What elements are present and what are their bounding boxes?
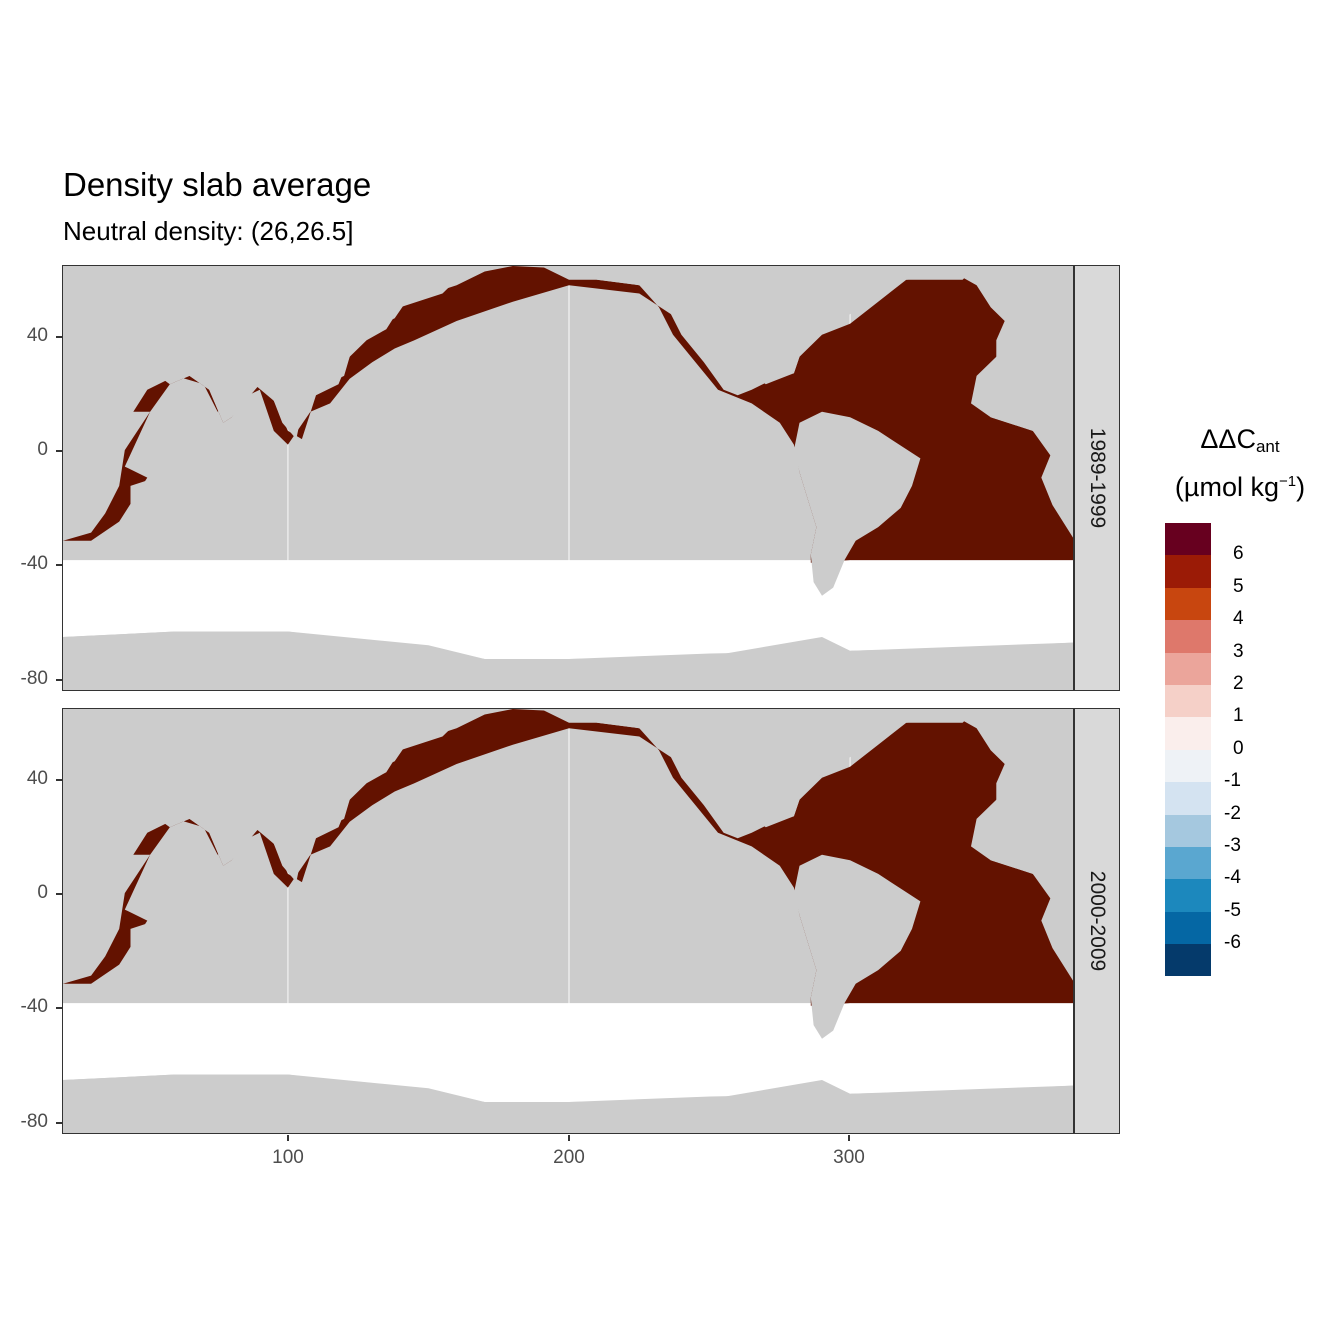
x-tick-label: 300 — [833, 1147, 865, 1168]
legend-swatch — [1165, 749, 1211, 783]
y-tick-label: -40 — [20, 553, 48, 574]
y-tick-mark — [56, 1122, 62, 1124]
facet-strip-1: 1989-1999 — [1074, 265, 1120, 691]
legend-title-sub: ant — [1255, 437, 1280, 456]
australia-land — [327, 474, 437, 552]
legend-swatch — [1165, 717, 1211, 750]
x-tick-mark — [568, 1135, 570, 1141]
y-tick-label: 40 — [26, 768, 48, 789]
y-tick-label: -80 — [20, 1111, 48, 1132]
africa-land-west — [63, 777, 151, 984]
legend-swatch — [1165, 652, 1211, 685]
y-tick-mark — [56, 1007, 62, 1009]
legend-colorbar — [1165, 523, 1211, 977]
north-america-land — [540, 266, 879, 396]
map-2 — [63, 709, 1073, 1133]
legend-swatch — [1165, 846, 1211, 880]
legend-label: 1 — [1233, 705, 1244, 727]
legend-swatch — [1165, 944, 1211, 977]
legend-label: -3 — [1224, 835, 1241, 856]
y-tick-mark — [56, 779, 62, 781]
legend-swatch — [1165, 782, 1211, 815]
south-america-land — [793, 854, 921, 1039]
eurasia-land — [63, 709, 457, 883]
y-tick-label: 40 — [26, 325, 48, 346]
map-panel-2 — [62, 708, 1074, 1134]
legend-label: -2 — [1224, 802, 1241, 824]
chart-title: Density slab average — [63, 166, 372, 203]
legend-label: 5 — [1233, 575, 1244, 597]
facet-label-2: 2000-2009 — [1086, 870, 1109, 972]
legend-label: 0 — [1233, 737, 1244, 759]
legend-swatch — [1165, 814, 1211, 847]
legend-unit: (µmol kg−1) — [1160, 472, 1320, 503]
x-tick-label: 100 — [272, 1147, 304, 1168]
north-america-land — [540, 709, 879, 839]
x-tick-mark — [287, 1135, 289, 1141]
y-tick-label: -40 — [20, 996, 48, 1017]
greenland-land — [850, 266, 977, 280]
legend-unit-main: (µmol kg — [1174, 472, 1279, 502]
legend-unit-sup: −1 — [1278, 473, 1297, 490]
facet-label-1: 1989-1999 — [1086, 427, 1109, 529]
eurasia-land — [63, 266, 457, 440]
facet-strip-2: 2000-2009 — [1074, 708, 1120, 1134]
y-tick-label: 0 — [37, 439, 48, 460]
legend-label: 3 — [1233, 640, 1244, 662]
legend-swatch — [1165, 911, 1211, 945]
legend-label: -5 — [1224, 899, 1241, 921]
y-tick-mark — [56, 336, 62, 338]
map-1 — [63, 266, 1073, 690]
madagascar-land — [130, 923, 148, 957]
chart-subtitle: Neutral density: (26,26.5] — [63, 216, 354, 246]
legend-swatch — [1165, 587, 1211, 621]
map-panel-1 — [62, 265, 1074, 691]
africa-land-east — [971, 335, 1073, 538]
legend-swatch — [1165, 879, 1211, 912]
y-tick-label: -80 — [20, 668, 48, 689]
y-tick-mark — [56, 679, 62, 681]
legend-label: 6 — [1233, 543, 1244, 565]
y-tick-mark — [56, 564, 62, 566]
legend-title-main: ΔΔC — [1200, 424, 1256, 454]
greenland-land — [850, 709, 977, 723]
legend-swatch — [1165, 523, 1211, 556]
legend-unit-close: ) — [1296, 472, 1306, 502]
africa-land-west — [63, 334, 151, 541]
antarctica-land — [63, 1074, 1073, 1133]
y-tick-label: 0 — [37, 882, 48, 903]
legend-label: -4 — [1224, 867, 1241, 889]
legend-swatch — [1165, 620, 1211, 653]
africa-land-east — [971, 778, 1073, 981]
legend-title: ΔΔCant — [1160, 424, 1320, 457]
madagascar-land — [130, 480, 148, 514]
y-tick-mark — [56, 893, 62, 895]
legend-label: -6 — [1224, 932, 1241, 954]
south-america-land — [793, 411, 921, 596]
antarctica-land — [63, 631, 1073, 690]
legend-label: 2 — [1233, 673, 1244, 694]
legend-swatch — [1165, 684, 1211, 718]
australia-land — [327, 917, 437, 995]
x-tick-label: 200 — [553, 1147, 585, 1168]
legend-swatch — [1165, 555, 1211, 588]
legend-label: 4 — [1233, 608, 1244, 630]
x-tick-mark — [848, 1135, 850, 1141]
y-tick-mark — [56, 450, 62, 452]
legend-label: -1 — [1224, 770, 1241, 792]
